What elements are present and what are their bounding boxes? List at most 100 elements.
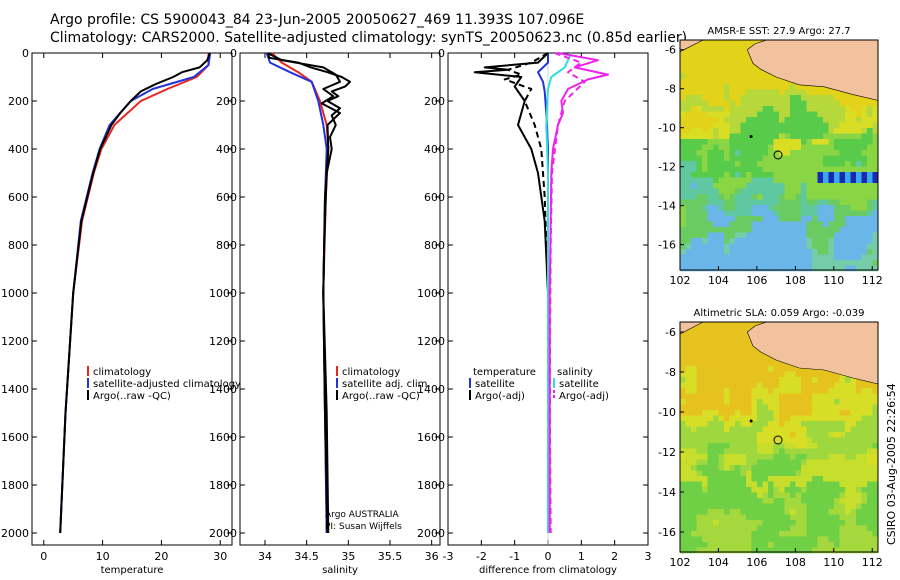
series-temperature-2 xyxy=(59,52,211,534)
xtick-label-difference--1: -1 xyxy=(509,550,520,563)
chart-difference: 0 200 400 600 800 1000 1200 1400 1600 1800 2000 -3 -… xyxy=(417,47,652,576)
ytick-label-salinity-2000: 2000 xyxy=(209,527,237,540)
xtick-label-salinity-34: 34 xyxy=(258,550,272,563)
map-ytick-label-sst_map--8: -8 xyxy=(665,83,676,96)
legend-entry-difference-4: satellite xyxy=(559,379,599,390)
legend-entry-salinity-2: Argo(..raw -QC) xyxy=(342,391,420,402)
map-ytick-label-sla_map--8: -8 xyxy=(665,366,676,379)
ytick-label-difference-400: 400 xyxy=(424,143,445,156)
map-xtick-label-sla_map-108: 108 xyxy=(785,556,806,569)
xtick-label-temperature-10: 10 xyxy=(96,550,110,563)
series-difference-5 xyxy=(549,52,586,534)
map-ytick-label-sst_map--12: -12 xyxy=(658,161,676,174)
series-difference-3 xyxy=(545,52,573,533)
legend-entry-temperature-2: Argo(..raw -QC) xyxy=(93,391,171,402)
legend-entry-difference-0: temperature xyxy=(473,367,536,378)
ytick-label-difference-1800: 1800 xyxy=(417,479,445,492)
legend-entry-difference-5: Argo(-adj) xyxy=(559,391,609,402)
map-xtick-label-sla_map-110: 110 xyxy=(823,556,844,569)
ytick-label-temperature-1600: 1600 xyxy=(1,431,29,444)
xtick-label-difference-3: 3 xyxy=(645,550,652,563)
figure-title-line1: Argo profile: CS 5900043_84 23-Jun-2005 … xyxy=(50,12,585,28)
xtick-label-difference--2: -2 xyxy=(476,550,487,563)
ytick-label-salinity-200: 200 xyxy=(216,95,237,108)
map-xtick-label-sla_map-102: 102 xyxy=(670,556,691,569)
ytick-label-temperature-200: 200 xyxy=(8,95,29,108)
xlabel-difference: difference from climatology xyxy=(479,565,617,576)
map-ytick-label-sst_map--6: -6 xyxy=(665,44,676,57)
map-ytick-label-sla_map--16: -16 xyxy=(658,526,676,539)
ytick-label-salinity-1800: 1800 xyxy=(209,479,237,492)
map-ytick-label-sst_map--14: -14 xyxy=(658,200,676,213)
legend-entry-difference-3: salinity xyxy=(557,367,593,378)
xtick-label-salinity-35.5: 35.5 xyxy=(378,550,403,563)
ytick-label-difference-1600: 1600 xyxy=(417,431,445,444)
map-xtick-label-sst_map-108: 108 xyxy=(785,274,806,287)
xlabel-salinity: salinity xyxy=(322,565,358,576)
xlabel-temperature: temperature xyxy=(101,565,164,576)
ytick-label-salinity-1000: 1000 xyxy=(209,287,237,300)
ytick-label-salinity-1400: 1400 xyxy=(209,383,237,396)
ytick-label-temperature-1000: 1000 xyxy=(1,287,29,300)
island-sla_map xyxy=(749,419,753,423)
ytick-label-difference-1000: 1000 xyxy=(417,287,445,300)
ytick-label-difference-2000: 2000 xyxy=(417,527,445,540)
ytick-label-temperature-800: 800 xyxy=(8,239,29,252)
ytick-label-temperature-1200: 1200 xyxy=(1,335,29,348)
ytick-label-temperature-0: 0 xyxy=(22,47,29,60)
float-marker-sla_map xyxy=(773,435,783,445)
map-xtick-label-sla_map-112: 112 xyxy=(862,556,883,569)
chart-sla_map: 102 104 106 108 110 112 -6 -8 -10 -12 -14 -16 Altime… xyxy=(658,308,883,569)
xtick-label-salinity-35: 35 xyxy=(341,550,355,563)
map-xtick-label-sst_map-112: 112 xyxy=(862,274,883,287)
chart-sst_map: 102 104 106 108 110 112 -6 -8 -10 -12 -14 -16 AMSR-E… xyxy=(658,26,883,287)
xtick-label-salinity-36: 36 xyxy=(425,550,439,563)
map-xtick-label-sst_map-110: 110 xyxy=(823,274,844,287)
ytick-label-temperature-400: 400 xyxy=(8,143,29,156)
xtick-label-difference-2: 2 xyxy=(611,550,618,563)
ytick-label-difference-1200: 1200 xyxy=(417,335,445,348)
ytick-label-salinity-1200: 1200 xyxy=(209,335,237,348)
ytick-label-difference-0: 0 xyxy=(438,47,445,60)
plot-frame-salinity xyxy=(239,52,441,546)
float-marker-sst_map xyxy=(773,150,783,160)
map-ytick-label-sla_map--14: -14 xyxy=(658,486,676,499)
ytick-label-salinity-400: 400 xyxy=(216,143,237,156)
ytick-label-difference-1400: 1400 xyxy=(417,383,445,396)
legend-entry-temperature-1: satellite-adjusted climatology xyxy=(93,379,241,390)
map-frame-sla_map xyxy=(679,321,879,553)
legend-entry-difference-1: satellite xyxy=(475,379,515,390)
ytick-label-difference-600: 600 xyxy=(424,191,445,204)
series-difference-1 xyxy=(473,52,549,533)
ytick-label-temperature-600: 600 xyxy=(8,191,29,204)
ytick-label-salinity-800: 800 xyxy=(216,239,237,252)
annotation-salinity-0: Argo AUSTRALIA xyxy=(325,510,399,520)
map-title-sst_map: AMSR-E SST: 27.9 Argo: 27.7 xyxy=(707,26,850,37)
map-ytick-label-sla_map--10: -10 xyxy=(658,406,676,419)
ytick-label-difference-200: 200 xyxy=(424,95,445,108)
map-ytick-label-sst_map--10: -10 xyxy=(658,122,676,135)
series-salinity-3 xyxy=(267,52,341,534)
xtick-label-difference-1: 1 xyxy=(578,550,585,563)
xtick-label-temperature-0: 0 xyxy=(40,550,47,563)
ytick-label-temperature-1400: 1400 xyxy=(1,383,29,396)
xtick-label-difference-0: 0 xyxy=(545,550,552,563)
xtick-label-difference--3: -3 xyxy=(443,550,454,563)
ytick-label-difference-800: 800 xyxy=(424,239,445,252)
island-sst_map xyxy=(749,134,753,138)
ytick-label-temperature-2000: 2000 xyxy=(1,527,29,540)
series-difference-2 xyxy=(503,52,549,533)
legend-entry-temperature-0: climatology xyxy=(93,367,151,378)
xtick-label-salinity-34.5: 34.5 xyxy=(294,550,319,563)
legend-entry-salinity-1: satellite adj. clim. xyxy=(342,379,431,390)
chart-salinity: 0 200 400 600 800 1000 1200 1400 1600 1800 2000 34 3… xyxy=(209,47,441,576)
figure-title-line2: Climatology: CARS2000. Satellite-adjuste… xyxy=(50,30,688,46)
map-xtick-label-sst_map-104: 104 xyxy=(708,274,729,287)
legend-entry-salinity-0: climatology xyxy=(342,367,400,378)
map-ytick-label-sla_map--6: -6 xyxy=(665,326,676,339)
map-xtick-label-sla_map-106: 106 xyxy=(746,556,767,569)
map-xtick-label-sst_map-106: 106 xyxy=(746,274,767,287)
chart-temperature: 0 200 400 600 800 1000 1200 1400 1600 1800 2000 0 10… xyxy=(1,47,241,576)
ytick-label-salinity-600: 600 xyxy=(216,191,237,204)
